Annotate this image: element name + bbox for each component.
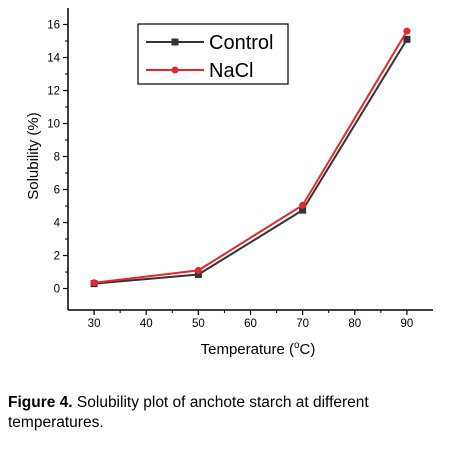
figure-caption: Figure 4. Solubility plot of anchote sta… — [8, 393, 456, 433]
legend: Control NaCl — [137, 23, 289, 85]
x-tick-label: 70 — [296, 318, 309, 330]
legend-swatch-marker — [171, 66, 179, 74]
data-point — [299, 206, 307, 214]
data-point — [299, 201, 307, 209]
y-tick-label: 0 — [54, 284, 60, 296]
legend-swatch-marker — [171, 38, 179, 46]
solubility-chart: 0 2 4 6 8 10 12 14 16 30 40 50 60 70 80 90 Control NaCl… — [25, 8, 433, 358]
series-nacl — [90, 27, 411, 287]
series-layer — [90, 27, 411, 288]
x-tick-label: 30 — [88, 318, 101, 330]
x-tick-label: 40 — [140, 318, 153, 330]
x-tick-label: 80 — [348, 318, 361, 330]
y-tick-label: 14 — [47, 53, 60, 65]
y-axis-ticks: 0 2 4 6 8 10 12 14 16 — [47, 20, 68, 296]
legend-box — [137, 23, 289, 85]
series-line — [93, 30, 408, 284]
y-tick-label: 4 — [54, 218, 61, 230]
y-tick-label: 16 — [47, 20, 60, 32]
x-axis-label-main: Temperature ( — [201, 341, 294, 358]
data-point — [403, 35, 411, 43]
y-tick-label: 8 — [54, 152, 60, 164]
x-tick-label: 90 — [401, 318, 414, 330]
x-tick-label: 50 — [192, 318, 205, 330]
data-point — [403, 27, 411, 35]
x-axis-label-tail: C) — [300, 341, 316, 358]
x-tick-label: 60 — [244, 318, 257, 330]
data-point — [194, 271, 202, 279]
series-line — [93, 38, 408, 285]
x-axis-label: Temperature (oC) — [201, 340, 316, 358]
x-axis-ticks: 30 40 50 60 70 80 90 — [88, 310, 414, 330]
x-axis-label-sup: o — [294, 340, 300, 351]
y-tick-label: 6 — [54, 185, 60, 197]
y-tick-label: 10 — [47, 119, 60, 131]
legend-label: Control — [209, 32, 273, 54]
y-tick-label: 2 — [54, 251, 60, 263]
legend-label: NaCl — [209, 60, 253, 82]
caption-label: Figure 4. — [8, 394, 73, 411]
data-point — [90, 279, 98, 287]
y-axis-label: Solubility (%) — [25, 112, 42, 200]
caption-text: Solubility plot of anchote starch at dif… — [8, 394, 369, 431]
data-point — [194, 266, 202, 274]
y-tick-label: 12 — [47, 86, 60, 98]
